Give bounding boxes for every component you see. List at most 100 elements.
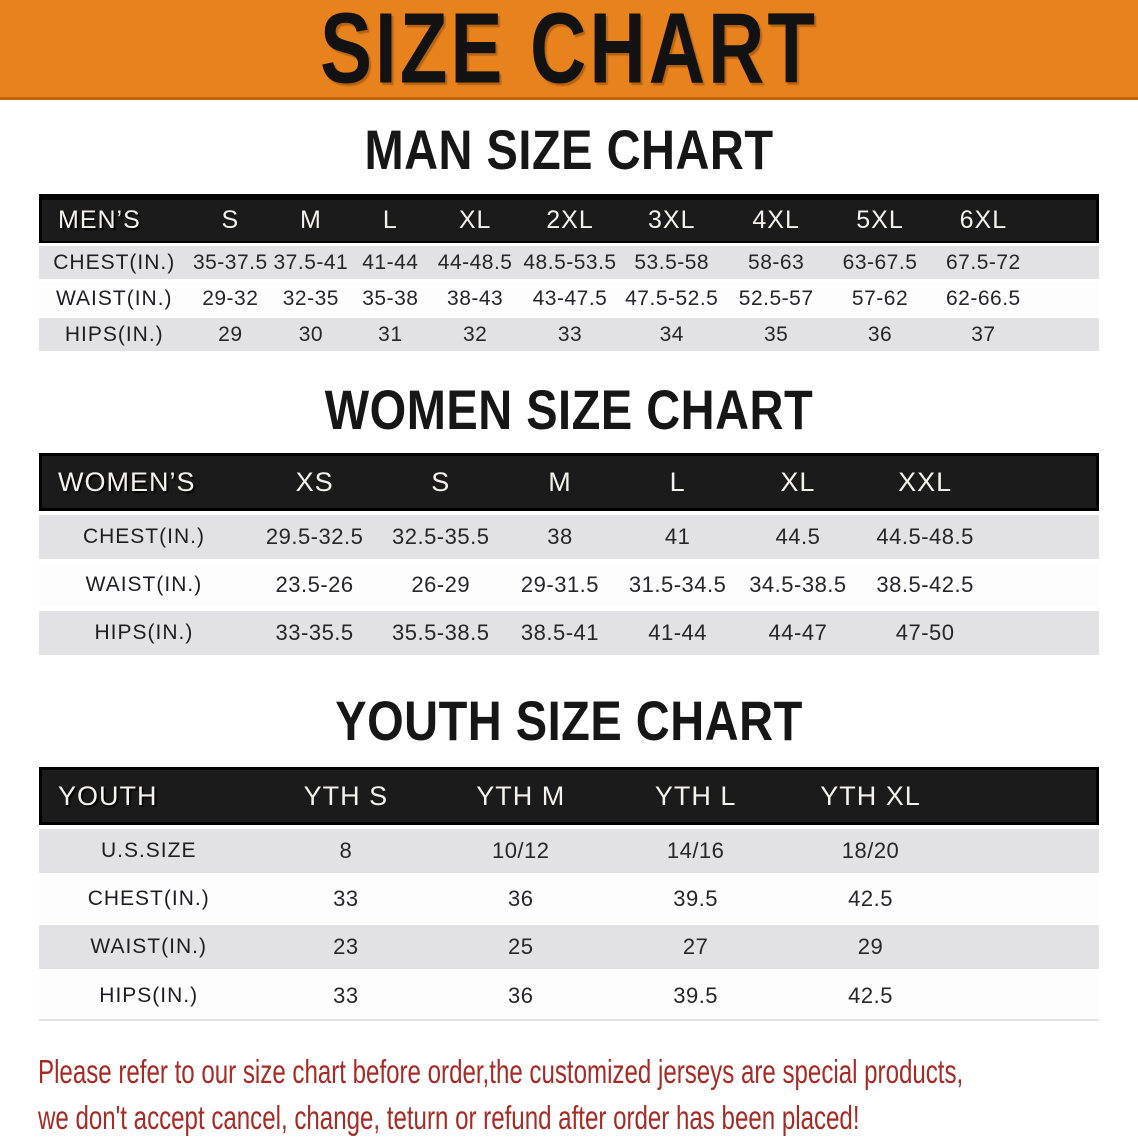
women-section-title: WOMEN SIZE CHART xyxy=(0,379,1138,440)
youth-size-table: YOUTH YTH S YTH M YTH L YTH XL U.S.SIZE 8 10/12… xyxy=(39,763,1099,1025)
measurement-value: 26-29 xyxy=(380,563,502,607)
measurement-value: 33-35.5 xyxy=(248,611,381,655)
header-spacer-cell xyxy=(990,453,1099,511)
measurement-value: 44.5-48.5 xyxy=(859,515,991,559)
measurement-value: 18/20 xyxy=(783,829,958,873)
row-spacer-cell xyxy=(957,973,1099,1021)
women-table-header-row: WOMEN’S XS S M L XL XXL xyxy=(39,453,1099,511)
men-size-column-header: XL xyxy=(430,194,521,243)
measurement-value: 29 xyxy=(783,925,958,969)
measurement-label: WAIST(IN.) xyxy=(39,563,249,607)
men-size-column-header: 4XL xyxy=(723,194,829,243)
men-size-column-header: L xyxy=(350,194,431,243)
measurement-value: 14/16 xyxy=(608,829,784,873)
measurement-value: 43-47.5 xyxy=(520,282,620,315)
measurement-value: 38 xyxy=(501,515,619,559)
measurement-value: 38.5-42.5 xyxy=(859,563,991,607)
men-table-header-row: MEN’S S M L XL 2XL 3XL 4XL 5XL 6XL xyxy=(39,194,1099,243)
youth-section-title: YOUTH SIZE CHART xyxy=(0,690,1138,751)
measurement-value: 35-37.5 xyxy=(189,246,272,279)
men-size-column-header: S xyxy=(189,194,272,243)
women-size-column-header: XXL xyxy=(859,453,991,511)
measurement-label: HIPS(IN.) xyxy=(39,973,259,1021)
measurement-label: HIPS(IN.) xyxy=(39,318,190,351)
measurement-value: 38.5-41 xyxy=(501,611,619,655)
measurement-value: 42.5 xyxy=(783,973,958,1021)
measurement-label: CHEST(IN.) xyxy=(39,246,190,279)
men-size-column-header: 6XL xyxy=(931,194,1036,243)
measurement-value: 32-35 xyxy=(271,282,351,315)
measurement-value: 42.5 xyxy=(783,877,958,921)
disclaimer-text: Please refer to our size chart before or… xyxy=(38,1049,1118,1141)
women-size-column-header: XS xyxy=(248,453,381,511)
measurement-value: 52.5-57 xyxy=(723,282,829,315)
men-table-row: WAIST(IN.) 29-32 32-35 35-38 38-43 43-47.5 47.… xyxy=(39,282,1099,315)
measurement-value: 36 xyxy=(828,318,932,351)
men-size-column-header: M xyxy=(271,194,351,243)
measurement-value: 38-43 xyxy=(430,282,521,315)
measurement-value: 48.5-53.5 xyxy=(520,246,620,279)
measurement-value: 35-38 xyxy=(350,282,431,315)
row-spacer-cell xyxy=(1035,246,1099,279)
men-section-title: MAN SIZE CHART xyxy=(0,119,1138,180)
youth-size-column-header: YTH M xyxy=(433,767,609,825)
measurement-value: 53.5-58 xyxy=(619,246,724,279)
women-size-column-header: S xyxy=(380,453,502,511)
youth-table-row: WAIST(IN.) 23 25 27 29 xyxy=(39,925,1099,969)
men-size-section: MAN SIZE CHART MEN’S S M L XL 2XL 3XL 4XL 5XL 6XL… xyxy=(0,119,1138,354)
women-size-table: WOMEN’S XS S M L XL XXL CHEST(IN.) 29.5-32.5 32.5… xyxy=(39,449,1099,659)
measurement-label: HIPS(IN.) xyxy=(39,611,249,655)
youth-section-title-text: YOUTH SIZE CHART xyxy=(335,689,803,752)
women-size-column-header: M xyxy=(501,453,619,511)
measurement-value: 67.5-72 xyxy=(931,246,1036,279)
measurement-value: 29-32 xyxy=(189,282,272,315)
measurement-value: 30 xyxy=(271,318,351,351)
youth-size-section: YOUTH SIZE CHART YOUTH YTH S YTH M YTH L YTH… xyxy=(0,690,1138,1025)
row-spacer-cell xyxy=(990,515,1099,559)
men-size-column-header: 5XL xyxy=(828,194,932,243)
measurement-value: 34.5-38.5 xyxy=(736,563,860,607)
men-table-row: HIPS(IN.) 29 30 31 32 33 34 35 36 37 xyxy=(39,318,1099,351)
measurement-value: 32 xyxy=(430,318,521,351)
measurement-value: 23.5-26 xyxy=(248,563,381,607)
row-spacer-cell xyxy=(1035,318,1099,351)
measurement-value: 62-66.5 xyxy=(931,282,1036,315)
youth-table-header-row: YOUTH YTH S YTH M YTH L YTH XL xyxy=(39,767,1099,825)
women-section-title-text: WOMEN SIZE CHART xyxy=(324,378,814,441)
men-size-column-header: 2XL xyxy=(520,194,620,243)
banner-title: SIZE CHART xyxy=(320,0,818,105)
measurement-value: 63-67.5 xyxy=(828,246,932,279)
row-spacer-cell xyxy=(1035,282,1099,315)
measurement-value: 8 xyxy=(258,829,434,873)
measurement-value: 31.5-34.5 xyxy=(618,563,737,607)
measurement-value: 58-63 xyxy=(723,246,829,279)
measurement-value: 25 xyxy=(433,925,609,969)
measurement-value: 36 xyxy=(433,877,609,921)
youth-size-column-header: YTH S xyxy=(258,767,434,825)
measurement-value: 32.5-35.5 xyxy=(380,515,502,559)
measurement-value: 35 xyxy=(723,318,829,351)
measurement-value: 33 xyxy=(520,318,620,351)
men-table-row: CHEST(IN.) 35-37.5 37.5-41 41-44 44-48.5 48.5… xyxy=(39,246,1099,279)
row-spacer-cell xyxy=(990,611,1099,655)
measurement-value: 44.5 xyxy=(736,515,860,559)
men-section-title-text: MAN SIZE CHART xyxy=(364,118,774,181)
youth-size-column-header: YTH XL xyxy=(783,767,958,825)
row-spacer-cell xyxy=(957,877,1099,921)
measurement-value: 57-62 xyxy=(828,282,932,315)
measurement-value: 29 xyxy=(189,318,272,351)
disclaimer-line-1: Please refer to our size chart before or… xyxy=(38,1053,964,1090)
women-size-column-header: L xyxy=(618,453,737,511)
measurement-value: 44-47 xyxy=(736,611,860,655)
youth-size-column-header: YTH L xyxy=(608,767,784,825)
row-spacer-cell xyxy=(957,829,1099,873)
measurement-label: U.S.SIZE xyxy=(39,829,259,873)
measurement-value: 37 xyxy=(931,318,1036,351)
measurement-value: 39.5 xyxy=(608,877,784,921)
youth-corner-label: YOUTH xyxy=(39,767,259,825)
row-spacer-cell xyxy=(957,925,1099,969)
women-size-section: WOMEN SIZE CHART WOMEN’S XS S M L XL XXL CHEST(… xyxy=(0,379,1138,659)
measurement-value: 31 xyxy=(350,318,431,351)
youth-table-row: CHEST(IN.) 33 36 39.5 42.5 xyxy=(39,877,1099,921)
row-spacer-cell xyxy=(990,563,1099,607)
